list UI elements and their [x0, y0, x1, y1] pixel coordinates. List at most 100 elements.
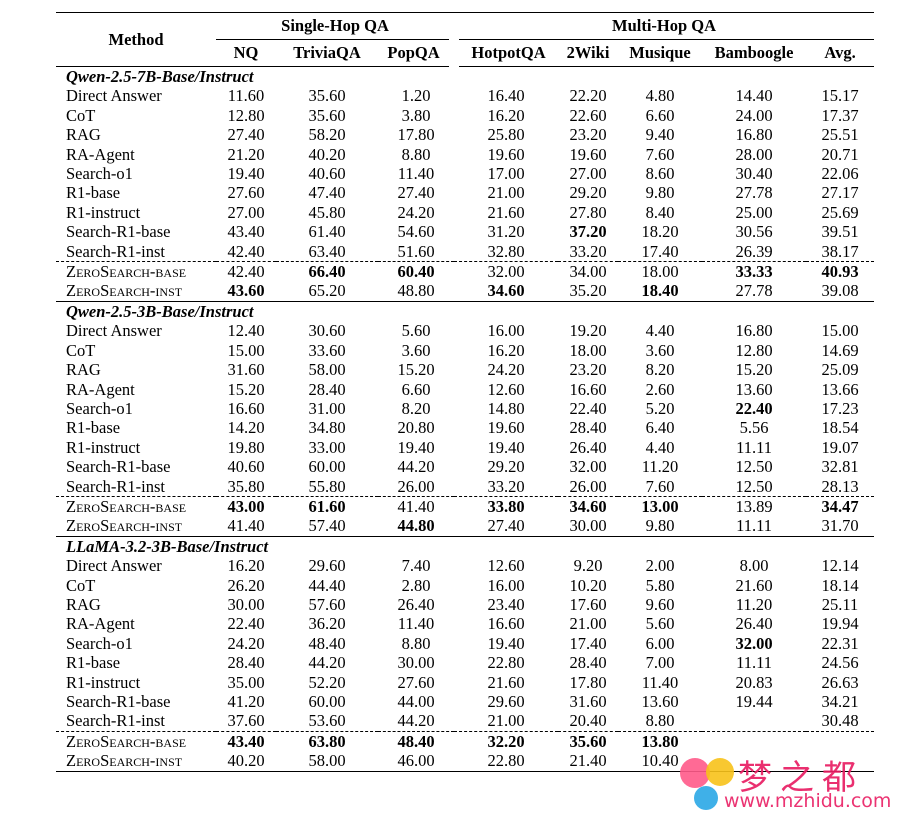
method-cell: RAG [66, 594, 101, 614]
method-cell: RAG [66, 125, 101, 145]
value-cell: 31.20 [487, 222, 525, 242]
value-cell: 3.60 [401, 340, 431, 360]
value-cell: 8.80 [401, 633, 431, 653]
value-cell: 9.80 [645, 516, 675, 536]
value-cell: 40.20 [308, 144, 346, 164]
method-cell: Search-R1-inst [66, 711, 165, 731]
value-cell: 63.40 [308, 241, 346, 261]
value-cell: 20.83 [735, 672, 773, 692]
value-cell: 31.60 [227, 360, 265, 380]
value-cell: 2.80 [401, 575, 431, 595]
value-cell: 16.60 [487, 614, 525, 634]
value-cell: 26.00 [569, 476, 607, 496]
value-cell: 37.60 [227, 711, 265, 731]
method-cell: ZeroSearch-base [56, 495, 216, 517]
table-body: Qwen-2.5-7B-Base/Instruct Direct Answer 11… [56, 67, 875, 772]
method-cell: ZeroSearch-inst [66, 281, 183, 301]
value-cell: 29.60 [308, 556, 346, 576]
value-cell: 19.40 [397, 437, 435, 457]
value-cell: 63.80 [276, 730, 378, 752]
value-cell: 6.00 [645, 633, 675, 653]
value-cell: 40.93 [806, 261, 875, 282]
value-cell: 25.09 [821, 360, 859, 380]
value-cell: 32.00 [569, 457, 607, 477]
value-cell: 31.70 [821, 516, 859, 536]
section-title: Qwen-2.5-3B-Base/Instruct [56, 300, 875, 322]
section-header-row: Qwen-2.5-7B-Base/Instruct [56, 67, 874, 87]
section-title: LLaMA-3.2-3B-Base/Instruct [56, 535, 875, 557]
table-row: Direct Answer 11.60 35.60 1.20 16.40 22.20 4.8… [56, 86, 874, 105]
value-cell: 66.40 [276, 261, 378, 282]
method-cell: CoT [66, 105, 96, 125]
value-cell: 7.60 [645, 476, 675, 496]
value-cell: 5.56 [739, 418, 769, 438]
value-cell: 34.80 [308, 418, 346, 438]
col-nq: NQ [216, 39, 276, 67]
col-popqa: PopQA [378, 39, 455, 67]
value-cell: 17.40 [641, 241, 679, 261]
value-cell: 23.20 [569, 125, 607, 145]
value-cell: 51.60 [397, 241, 435, 261]
value-cell: 27.78 [735, 183, 773, 203]
value-cell: 25.11 [821, 594, 859, 614]
value-cell: 16.80 [735, 321, 773, 341]
value-cell: 44.20 [308, 653, 346, 673]
value-cell: 1.20 [401, 86, 431, 106]
table-row: RAG 27.40 58.20 17.80 25.80 23.20 9.40 16.80 25.… [56, 125, 874, 144]
value-cell: 17.60 [569, 594, 607, 614]
value-cell: 15.20 [227, 379, 265, 399]
value-cell: 9.60 [645, 594, 675, 614]
method-cell: Search-o1 [66, 398, 133, 418]
value-cell: 65.20 [308, 281, 346, 301]
col-2wiki: 2Wiki [558, 39, 619, 67]
value-cell: 44.80 [397, 516, 435, 536]
value-cell: 34.00 [558, 261, 619, 282]
method-cell: RAG [66, 360, 101, 380]
table-row: R1-base 27.60 47.40 27.40 21.00 29.20 9.80 27.7… [56, 183, 874, 202]
col-triviaqa: TriviaQA [276, 39, 378, 67]
value-cell: 10.40 [618, 751, 703, 772]
value-cell: 18.54 [821, 418, 859, 438]
value-cell: 27.80 [569, 202, 607, 222]
value-cell: 58.00 [308, 360, 346, 380]
value-cell: 38.17 [821, 241, 859, 261]
value-cell: 35.60 [308, 105, 346, 125]
value-cell: 9.80 [645, 183, 675, 203]
table-row: ZeroSearch-base 42.40 66.40 60.40 32.00 34.00… [56, 261, 875, 282]
table-row: R1-instruct 27.00 45.80 24.20 21.60 27.80 8.40… [56, 203, 874, 222]
value-cell: 24.00 [735, 105, 773, 125]
method-cell: RA-Agent [66, 144, 135, 164]
method-cell: Search-R1-inst [66, 476, 165, 496]
table-row: Search-R1-base 43.40 61.40 54.60 31.20 37.20 1… [56, 222, 874, 241]
value-cell: 8.20 [401, 398, 431, 418]
value-cell: 33.00 [308, 437, 346, 457]
value-cell: 36.20 [308, 614, 346, 634]
table-row: ZeroSearch-inst 43.60 65.20 48.80 34.60 35.20… [56, 281, 874, 301]
value-cell: 57.40 [308, 516, 346, 536]
value-cell: 25.69 [821, 202, 859, 222]
table-row: RA-Agent 22.40 36.20 11.40 16.60 21.00 5.60 26.… [56, 614, 874, 633]
method-cell: Direct Answer [66, 556, 162, 576]
value-cell: 25.80 [487, 125, 525, 145]
value-cell: 41.20 [227, 692, 265, 711]
method-cell: RA-Agent [66, 614, 135, 634]
value-cell: 30.40 [735, 164, 773, 184]
value-cell: 18.00 [618, 261, 703, 282]
value-cell: 48.80 [397, 281, 435, 301]
table-row: Direct Answer 12.40 30.60 5.60 16.00 19.20 4.4… [56, 321, 874, 340]
value-cell: 42.40 [227, 241, 265, 261]
value-cell: 20.40 [569, 711, 607, 731]
value-cell: 32.00 [735, 633, 773, 653]
value-cell [702, 730, 807, 752]
value-cell: 13.66 [821, 379, 859, 399]
value-cell: 8.40 [645, 202, 675, 222]
value-cell: 29.20 [487, 457, 525, 477]
value-cell: 21.00 [487, 711, 525, 731]
table-row: R1-base 14.20 34.80 20.80 19.60 28.40 6.40 5.56… [56, 418, 874, 437]
value-cell: 22.20 [569, 86, 607, 106]
col-bamboogle: Bamboogle [702, 39, 807, 67]
table-row: Search-R1-inst 35.80 55.80 26.00 33.20 26.00 7… [56, 477, 874, 497]
col-avg: Avg. [806, 39, 875, 67]
method-cell: ZeroSearch-inst [56, 751, 216, 772]
value-cell: 8.80 [401, 144, 431, 164]
